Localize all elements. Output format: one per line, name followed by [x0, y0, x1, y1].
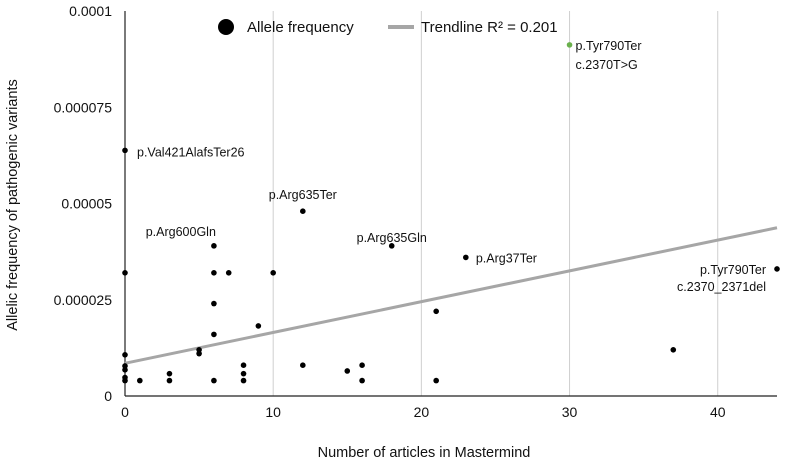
axes: 0 10 20 30 40 0 0.000025 0.00005 0.000075 0.0001 — [54, 3, 777, 420]
data-point — [122, 352, 128, 358]
data-point — [359, 377, 365, 384]
trendline-layer — [124, 226, 778, 365]
data-point — [240, 377, 247, 384]
x-axis-title: Number of articles in Mastermind — [318, 445, 531, 461]
data-point — [240, 370, 247, 377]
data-point — [774, 266, 780, 272]
data-point — [670, 347, 677, 353]
data-point — [122, 147, 128, 154]
annotation-label: p.Tyr790Ter — [576, 39, 642, 53]
point-annotations: p.Val421AlafsTer26 p.Arg635Ter p.Arg600Gln… — [137, 39, 766, 294]
data-point — [196, 350, 202, 357]
data-point — [433, 308, 439, 315]
annotation-label: c.2370T>G — [576, 58, 638, 72]
grid-lines — [272, 11, 719, 396]
data-point — [240, 362, 247, 369]
data-point — [211, 243, 217, 249]
data-point — [270, 270, 276, 276]
legend-label-trendline: Trendline R² = 0.201 — [421, 19, 558, 36]
data-point — [300, 208, 306, 214]
x-tick-label: 30 — [562, 404, 578, 420]
legend-label-allele-frequency: Allele frequency — [247, 19, 354, 36]
data-point — [300, 362, 306, 369]
annotation-label: p.Arg600Gln — [146, 225, 216, 239]
x-tick-label: 20 — [414, 404, 430, 420]
annotation-label: p.Tyr790Ter — [700, 263, 766, 277]
data-point — [196, 347, 202, 353]
y-tick-label: 0 — [104, 388, 112, 404]
data-point — [166, 377, 173, 384]
data-point — [122, 363, 128, 369]
data-point — [122, 270, 128, 276]
y-tick-label: 0.00005 — [61, 196, 112, 212]
data-point — [433, 377, 439, 384]
x-tick-label: 10 — [265, 404, 281, 420]
data-point — [344, 368, 351, 374]
y-axis-title: Allelic frequency of pathogenic variants — [5, 79, 21, 330]
data-point — [166, 370, 173, 377]
trendline — [124, 226, 778, 365]
annotation-label: p.Val421AlafsTer26 — [137, 145, 245, 159]
data-point — [211, 331, 217, 338]
data-point — [463, 254, 469, 261]
data-point — [122, 377, 128, 384]
data-points — [122, 42, 780, 384]
data-point — [122, 367, 128, 373]
legend-dot-marker — [218, 19, 234, 35]
annotation-label: c.2370_2371del — [677, 280, 766, 294]
y-tick-label: 0.000025 — [54, 292, 113, 308]
data-point — [137, 377, 143, 384]
x-tick-label: 0 — [121, 404, 129, 420]
data-point — [211, 377, 217, 384]
data-point — [211, 300, 217, 307]
data-point — [359, 362, 365, 369]
annotation-label: p.Arg635Ter — [269, 188, 337, 202]
legend: Allele frequency Trendline R² = 0.201 — [218, 19, 558, 36]
y-tick-label: 0.0001 — [69, 3, 112, 19]
x-tick-label: 40 — [710, 404, 726, 420]
data-point — [388, 243, 395, 249]
data-point — [255, 323, 262, 329]
annotation-label: p.Arg635Gln — [357, 231, 427, 245]
annotation-label: p.Arg37Ter — [476, 251, 537, 265]
data-point — [566, 42, 573, 48]
data-point — [225, 270, 232, 276]
y-tick-label: 0.000075 — [54, 99, 113, 115]
data-point — [211, 270, 217, 276]
